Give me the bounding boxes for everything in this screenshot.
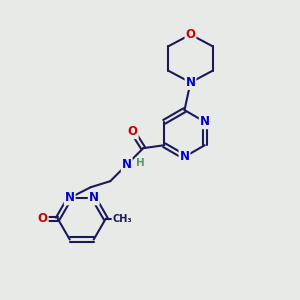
Text: N: N (122, 158, 132, 171)
Text: CH₃: CH₃ (112, 214, 132, 224)
Text: N: N (89, 191, 99, 204)
Text: N: N (185, 76, 196, 89)
Text: N: N (179, 150, 190, 164)
Text: N: N (65, 191, 75, 204)
Text: N: N (200, 115, 210, 128)
Text: O: O (38, 212, 48, 225)
Text: O: O (128, 125, 138, 138)
Text: O: O (185, 28, 196, 41)
Text: H: H (136, 158, 145, 168)
